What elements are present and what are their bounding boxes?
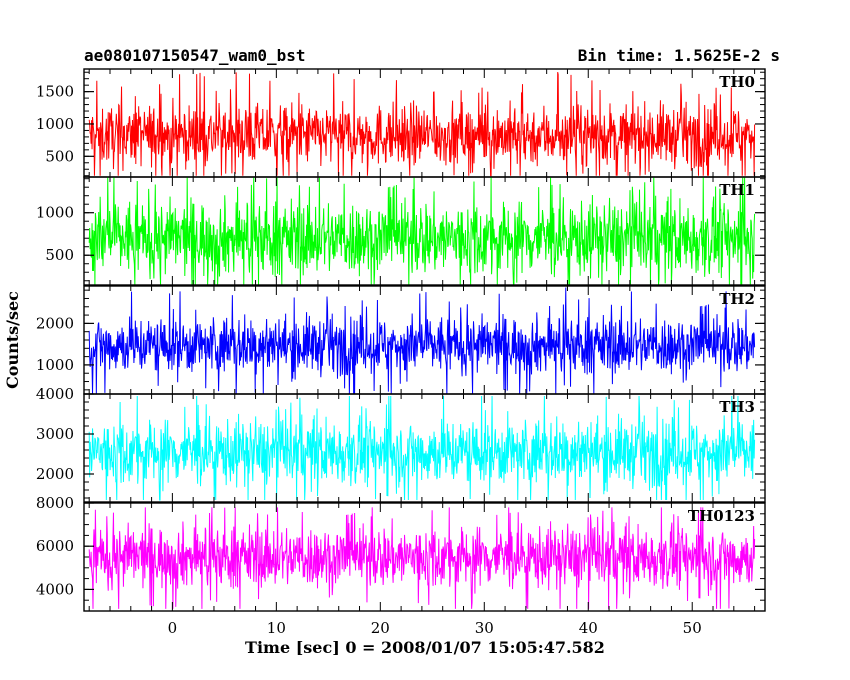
panel-label-th1: TH1	[719, 181, 755, 199]
y-tick-label: 8000	[36, 494, 74, 512]
panel-label-th3: TH3	[719, 398, 755, 416]
panel-label-th0: TH0	[719, 73, 755, 91]
x-tick-label: 20	[371, 619, 390, 637]
panel-th3: 2000 3000 4000 TH3	[36, 385, 766, 503]
y-tick-label: 500	[45, 147, 74, 165]
series-th3-line	[88, 395, 756, 501]
y-tick-label: 1000	[36, 356, 74, 374]
panel-th2: 1000 2000 TH2	[36, 285, 766, 395]
y-axis-label: Counts/sec	[3, 291, 22, 389]
panel-th0123: 4000 6000 8000 TH0123	[36, 494, 766, 612]
panel-frame	[83, 393, 766, 503]
y-tick-label: 4000	[36, 580, 74, 598]
panel-th1: 500 1000 TH1	[36, 176, 766, 286]
y-tick-label: 4000	[36, 385, 74, 403]
panels-group: 50010001500TH05001000TH110002000TH220003…	[36, 68, 766, 637]
x-tick-label: 50	[683, 619, 702, 637]
y-tick-label: 1000	[36, 115, 74, 133]
y-tick-label: 2000	[36, 314, 74, 332]
x-tick-label: 10	[267, 619, 286, 637]
series-th0123-line	[88, 507, 756, 609]
x-tick-label: 40	[579, 619, 598, 637]
x-axis-label: Time [sec] 0 = 2008/01/07 15:05:47.582	[245, 638, 605, 657]
y-tick-label: 3000	[36, 425, 74, 443]
series-th0-line	[88, 72, 756, 177]
series-th1-line	[88, 176, 756, 286]
y-tick-label: 2000	[36, 465, 74, 483]
panel-label-th0123: TH0123	[688, 507, 755, 525]
panel-th0: 500 1000 1500 TH0	[36, 68, 766, 178]
x-tick-label: 30	[475, 619, 494, 637]
x-tick-label: 0	[168, 619, 178, 637]
bin-time-label: Bin time: 1.5625E-2 s	[578, 46, 780, 65]
chart-title: ae080107150547_wam0_bst	[84, 46, 306, 65]
panel-label-th2: TH2	[719, 290, 755, 308]
panel-frame	[83, 176, 766, 286]
y-tick-label: 1000	[36, 204, 74, 222]
y-tick-label: 1500	[36, 83, 74, 101]
y-tick-label: 500	[45, 246, 74, 264]
series-th2-line	[88, 287, 756, 395]
y-tick-label: 6000	[36, 537, 74, 555]
